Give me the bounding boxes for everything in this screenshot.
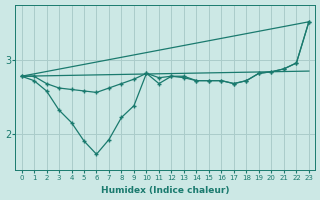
X-axis label: Humidex (Indice chaleur): Humidex (Indice chaleur): [101, 186, 229, 195]
